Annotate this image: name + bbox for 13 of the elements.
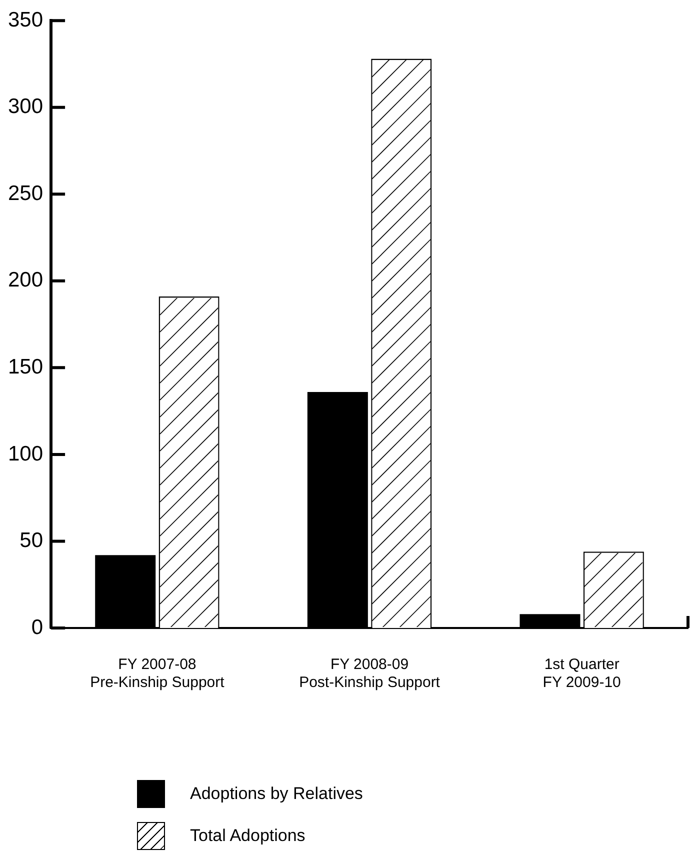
y-tick-label: 350 (8, 8, 44, 32)
y-tick-label: 200 (8, 268, 44, 292)
y-tick-label: 100 (8, 442, 44, 466)
legend-label: Total Adoptions (190, 826, 306, 846)
y-tick-label: 250 (8, 182, 44, 205)
x-tick-label: FY 2008-09 Post-Kinship Support (299, 656, 441, 692)
y-tick-label: 150 (8, 355, 44, 378)
x-tick-label: 1st Quarter FY 2009-10 (542, 656, 621, 692)
y-tick-label: 0 (31, 616, 44, 639)
y-tick-label: 300 (8, 95, 44, 118)
legend-label: Adoptions by Relatives (190, 784, 363, 804)
y-tick-label: 50 (20, 529, 44, 552)
x-tick-label: FY 2007-08 Pre-Kinship Support (90, 656, 226, 692)
